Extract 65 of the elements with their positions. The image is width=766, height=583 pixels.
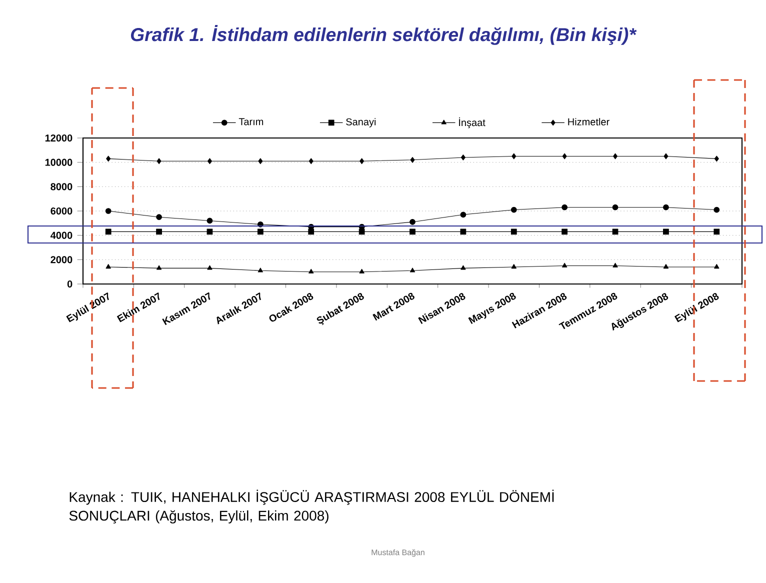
point — [714, 264, 720, 269]
legend-label: Tarım — [238, 118, 264, 126]
text: Mustafa Bağan — [372, 549, 424, 557]
point — [410, 228, 416, 235]
point — [105, 208, 112, 214]
point — [156, 228, 162, 235]
point — [106, 264, 111, 269]
point — [663, 264, 669, 269]
point — [714, 228, 720, 235]
point — [206, 228, 213, 235]
point — [410, 156, 415, 163]
text: Kaynak : TUIK, HANEHALKI İŞGÜCÜ ARAŞTIRMASI 2008 EYLÜL DÖNEMİ SONUÇLARI (Ağustos, Eylül, Ekim 2008) — [69, 490, 554, 524]
y-tick-label: 8000 — [50, 183, 72, 190]
y-tick-label: 12000 — [45, 134, 72, 142]
point — [460, 265, 466, 270]
chart-title: Grafik 1. İstihdam edilenlerin sektörel dağılımı, (Bin kişi)* — [130, 25, 637, 45]
point — [207, 158, 212, 164]
point — [258, 268, 264, 272]
legend-label: Hizmetler — [568, 118, 610, 126]
point — [257, 228, 264, 235]
point — [664, 153, 668, 160]
y-tick-label: 2000 — [50, 256, 72, 264]
point — [156, 158, 162, 164]
point — [359, 268, 364, 274]
point — [258, 158, 263, 164]
point — [360, 158, 364, 164]
y-tick-label: 4000 — [50, 232, 72, 239]
point — [460, 212, 466, 218]
point — [410, 268, 416, 272]
point — [562, 228, 568, 235]
point — [156, 265, 162, 270]
x-tick-label: Ocak 2008 — [269, 293, 314, 322]
point — [410, 219, 416, 225]
point — [358, 228, 365, 235]
point — [612, 228, 618, 235]
legend-label: İnşaat — [459, 117, 486, 128]
point — [106, 156, 111, 162]
point — [206, 218, 213, 224]
point — [612, 262, 618, 268]
point — [562, 262, 568, 268]
x-tick-label: Ekim 2007 — [116, 292, 160, 322]
y-tick-label: 0 — [67, 280, 72, 288]
point — [613, 153, 618, 160]
point — [512, 153, 516, 160]
point — [460, 154, 466, 160]
legend-label: Sanayi — [346, 118, 376, 128]
point — [156, 214, 162, 220]
point — [460, 228, 466, 235]
point — [308, 158, 314, 164]
point — [663, 228, 669, 235]
point — [510, 228, 517, 235]
y-tick-label: 10000 — [45, 158, 72, 166]
point — [511, 264, 516, 269]
point — [663, 204, 669, 210]
point — [207, 265, 212, 270]
point — [714, 206, 720, 213]
point — [308, 228, 314, 235]
point — [562, 153, 567, 160]
y-tick-label: 6000 — [50, 207, 72, 215]
point — [105, 228, 112, 235]
point — [714, 156, 719, 162]
point — [612, 204, 618, 210]
point — [562, 204, 568, 210]
point — [308, 268, 314, 274]
point — [510, 206, 517, 213]
